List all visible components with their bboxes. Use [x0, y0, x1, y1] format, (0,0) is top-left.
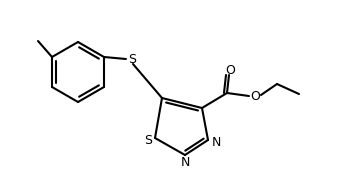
- Text: S: S: [144, 134, 152, 147]
- Text: N: N: [211, 136, 221, 148]
- Text: O: O: [250, 89, 260, 102]
- Text: N: N: [180, 156, 190, 170]
- Text: S: S: [128, 53, 136, 66]
- Text: O: O: [225, 64, 235, 76]
